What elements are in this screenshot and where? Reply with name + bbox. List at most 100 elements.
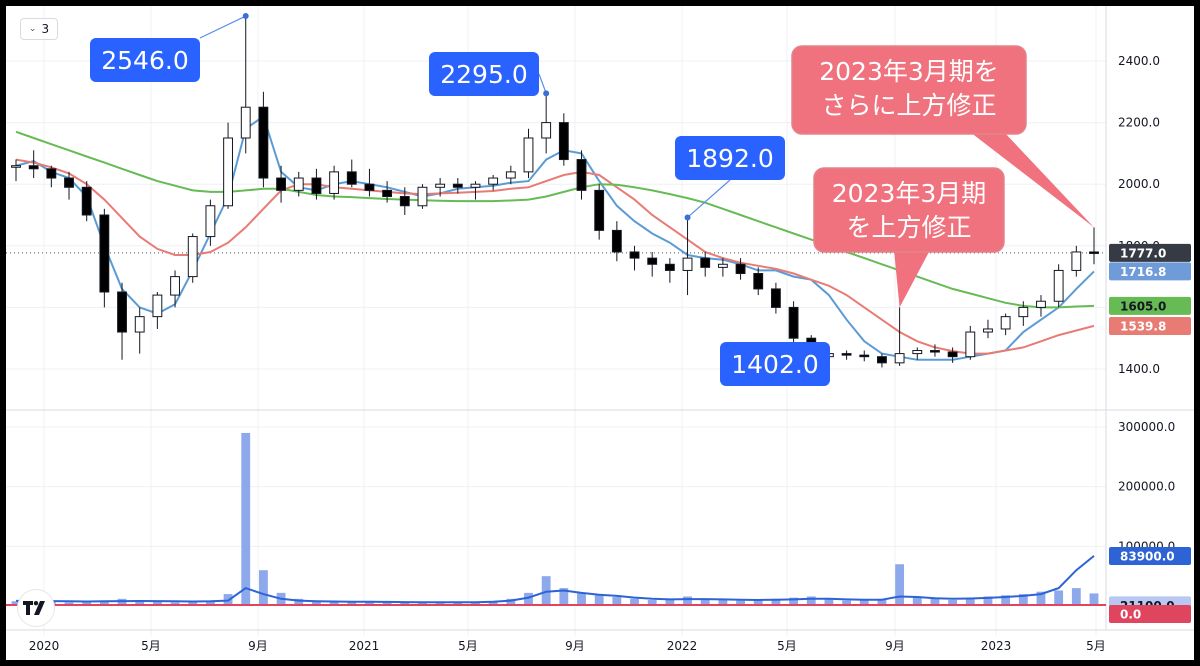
volume-bar xyxy=(859,600,869,606)
interval-selector[interactable]: ⌄ 3 xyxy=(20,18,58,40)
last-price-badge-bg xyxy=(1109,243,1191,262)
candle-body xyxy=(770,288,781,308)
y-tick-label: 2400.0 xyxy=(1118,54,1160,68)
callout-box-red xyxy=(813,167,1005,253)
zero-badge-bg xyxy=(1109,605,1191,623)
candle-body xyxy=(1018,306,1029,318)
volume-bar xyxy=(930,598,940,606)
x-tick-label: 9月 xyxy=(885,639,905,653)
y-tick-label: 2200.0 xyxy=(1118,116,1160,130)
callout-line: を上方修正 xyxy=(846,213,971,242)
annotations: 2546.0 2295.0 1892.0 1402.0 2023年3月期をさらに上方修正… xyxy=(90,13,1094,386)
candle-body xyxy=(594,189,605,231)
candle-body xyxy=(435,183,446,188)
callout-line: さらに上方修正 xyxy=(821,91,996,120)
ma-short-badge: 1716.8 xyxy=(1120,265,1166,279)
tradingview-logo[interactable] xyxy=(18,590,54,626)
x-tick-label: 5月 xyxy=(1086,639,1106,653)
volume-ma-badge: 83900.0 xyxy=(1120,549,1175,563)
interval-value: 3 xyxy=(41,22,50,36)
x-tick-label: 2022 xyxy=(667,639,698,653)
callout-label: 1402.0 xyxy=(731,350,818,379)
volume-bar xyxy=(647,600,657,606)
y-tick-label: 300000.0 xyxy=(1118,420,1175,434)
volume-bar xyxy=(329,601,339,606)
candle-body xyxy=(134,316,145,333)
candle-body xyxy=(788,306,799,339)
volume-bar xyxy=(630,598,639,606)
volume-ma-badge-bg xyxy=(1109,546,1191,565)
candle-body xyxy=(912,350,923,355)
candle-body xyxy=(1036,300,1046,308)
volume-bar xyxy=(895,564,905,606)
candle-body xyxy=(488,177,499,185)
volume-bar xyxy=(1089,593,1099,606)
x-tick-label: 5月 xyxy=(141,639,161,653)
last-price-badge: 1777.0 xyxy=(1120,246,1166,260)
x-tick-label: 2021 xyxy=(349,639,380,653)
candle-body xyxy=(329,171,340,194)
x-tick-label: 5月 xyxy=(458,639,478,653)
ma-long-badge: 1605.0 xyxy=(1120,299,1166,313)
volume-bar xyxy=(965,597,975,606)
candle-body xyxy=(240,106,251,139)
candle-body xyxy=(117,291,127,333)
volume-bar xyxy=(524,592,533,606)
candle-body xyxy=(700,257,711,268)
volume-bar xyxy=(1036,591,1046,606)
chart-canvas[interactable]: 2400.02200.02000.01800.01600.01400.03000… xyxy=(6,6,1194,660)
callout-label: 2295.0 xyxy=(440,60,527,89)
candle-body xyxy=(841,353,852,356)
callout-box-blue xyxy=(429,52,539,96)
volume-bar xyxy=(718,600,728,606)
candle-body xyxy=(46,168,57,179)
volume-bar xyxy=(594,595,604,606)
ma-short-badge-bg xyxy=(1109,262,1191,281)
volume-bar xyxy=(347,601,357,606)
candle-body xyxy=(81,186,92,216)
candle-body xyxy=(576,159,587,191)
y-tick-label: 1400.0 xyxy=(1118,362,1160,376)
candle-body xyxy=(717,263,728,268)
candle-body xyxy=(930,350,940,353)
volume-bar xyxy=(1054,590,1064,606)
y-tick-label: 2000.0 xyxy=(1118,177,1160,191)
candle-body xyxy=(877,356,887,364)
candle-body xyxy=(983,328,993,333)
candle-body xyxy=(947,351,958,358)
volume-bar xyxy=(736,600,745,606)
volume-bar xyxy=(1071,588,1081,606)
volume-bar xyxy=(506,598,516,606)
volume-bar xyxy=(312,600,321,606)
candle-body xyxy=(1000,316,1011,330)
volume-bar xyxy=(700,598,710,606)
candle-body xyxy=(629,251,640,259)
callout-box-blue xyxy=(720,342,830,386)
volume-ma-line xyxy=(16,555,1095,604)
candle-body xyxy=(364,183,375,191)
x-tick-label: 2023 xyxy=(981,639,1012,653)
candle-body xyxy=(346,171,357,185)
callout-tail xyxy=(970,132,1094,228)
volume-bar xyxy=(753,600,763,606)
y-tick-label: 200000.0 xyxy=(1118,480,1175,494)
x-tick-label: 5月 xyxy=(777,639,797,653)
candle-body xyxy=(293,177,304,191)
chart-frame: 2400.02200.02000.01800.01600.01400.03000… xyxy=(6,6,1194,660)
x-tick-label: 9月 xyxy=(248,639,268,653)
candle-body xyxy=(894,353,905,364)
candle-body xyxy=(311,177,322,194)
candle-body xyxy=(611,229,622,253)
x-tick-label: 9月 xyxy=(565,639,585,653)
candle-body xyxy=(682,257,693,271)
candle-body xyxy=(399,196,410,207)
volume-bar xyxy=(577,592,586,606)
candle-body xyxy=(558,122,569,161)
callout-point xyxy=(242,13,249,20)
volume-bars xyxy=(11,432,1099,606)
candle-body xyxy=(64,177,74,188)
volume-bar xyxy=(824,598,834,606)
x-tick-label: 2020 xyxy=(29,639,60,653)
candle-body xyxy=(1089,251,1099,254)
candle-body xyxy=(187,236,198,278)
